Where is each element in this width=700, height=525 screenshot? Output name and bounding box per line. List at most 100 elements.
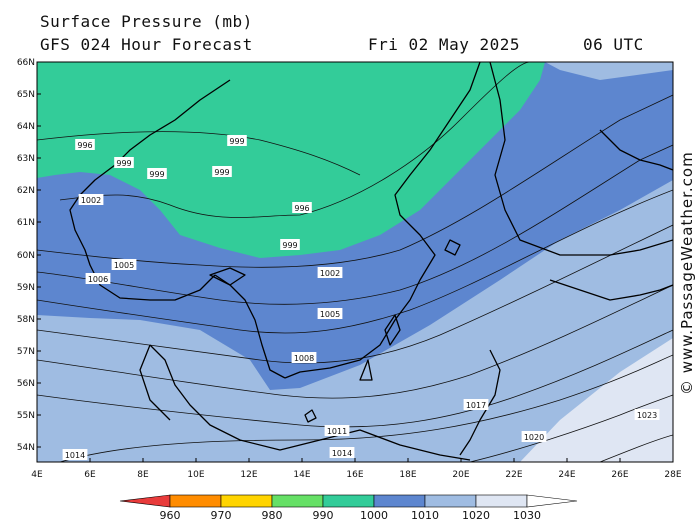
lon-label: 22E [505, 470, 522, 480]
isobar-label-text: 999 [116, 159, 131, 168]
isobar-label-text: 1011 [327, 427, 347, 436]
isobar-label: 1023 [634, 409, 660, 420]
lat-label: 58N [17, 315, 35, 325]
scale-swatch [220, 494, 273, 508]
isobar-label-text: 999 [282, 241, 297, 250]
isobar-label: 1005 [111, 259, 137, 270]
isobar-label-text: 999 [149, 170, 164, 179]
scale-right-arrow [526, 494, 578, 508]
scale-swatch [322, 494, 375, 508]
lat-label: 60N [17, 251, 35, 261]
isobar-label: 1002 [317, 267, 343, 278]
scale-swatch [271, 494, 324, 508]
isobar-label-box [212, 166, 232, 177]
pressure-scale: 960 970 980 990 1000 1010 1020 1030 [119, 494, 578, 522]
isobar-label-text: 999 [214, 168, 229, 177]
lat-label: 54N [17, 443, 35, 453]
isobar-label-box [317, 267, 343, 278]
lon-label: 14E [293, 470, 310, 480]
isobar-label-text: 1006 [88, 275, 108, 284]
scale-label: 960 [160, 509, 181, 522]
isobar-label-text: 1008 [294, 354, 314, 363]
lat-label: 59N [17, 283, 35, 293]
scale-label: 1010 [411, 509, 439, 522]
lat-label: 57N [17, 347, 35, 357]
map-field [37, 62, 673, 462]
coastlines [69, 62, 673, 461]
isobar-label: 1002 [78, 194, 104, 205]
scale-left-arrow [119, 494, 171, 508]
isobar-label-box [329, 447, 355, 458]
isobar-label: 999 [147, 168, 167, 179]
isobar-label: 996 [75, 139, 95, 150]
scale-label: 990 [313, 509, 334, 522]
lon-label: 4E [31, 470, 43, 480]
isobar-label-text: 1002 [81, 196, 101, 205]
isobar-label-text: 1005 [320, 310, 340, 319]
scale-label: 1000 [360, 509, 388, 522]
isobar-label-text: 996 [77, 141, 92, 150]
isobar-label-box [78, 194, 104, 205]
isobar-label: 1006 [85, 273, 111, 284]
isobar-label: 1008 [291, 352, 317, 363]
isobar-label-box [62, 449, 88, 460]
lat-label: 55N [17, 411, 35, 421]
lon-label: 6E [84, 470, 96, 480]
isobar-label-text: 996 [294, 204, 309, 213]
isobar-label: 996 [292, 202, 312, 213]
credit-text: © www.PassageWeather.com [678, 151, 696, 395]
map-title: Surface Pressure (mb) [40, 12, 253, 31]
lon-label: 26E [611, 470, 628, 480]
scale-swatch [475, 494, 528, 508]
longitude-axis: 4E 6E 8E 10E 12E 14E 16E 18E 20E 22E 24E 26E 28E [31, 458, 682, 480]
scale-swatch [373, 494, 426, 508]
isobar-label-box [521, 431, 547, 442]
isobar-label-text: 1014 [332, 449, 352, 458]
lat-label: 63N [17, 154, 35, 164]
lon-label: 28E [664, 470, 681, 480]
isobar-label-box [324, 425, 350, 436]
isobar-label-box [75, 139, 95, 150]
lon-label: 12E [240, 470, 257, 480]
lat-label: 66N [17, 58, 35, 68]
isobar-label: 1011 [324, 425, 350, 436]
isobar-label-text: 1014 [65, 451, 85, 460]
isobar-label-text: 1017 [466, 401, 486, 410]
isobar-label: 999 [212, 166, 232, 177]
lat-label: 56N [17, 379, 35, 389]
isobar-label: 1017 [463, 399, 489, 410]
isobar-label-text: 1005 [114, 261, 134, 270]
lon-label: 18E [399, 470, 416, 480]
lon-label: 20E [452, 470, 469, 480]
isobar-label-box [227, 135, 247, 146]
isobar-label-text: 1020 [524, 433, 544, 442]
scale-label: 970 [211, 509, 232, 522]
isobar-label-box [280, 239, 300, 250]
lon-label: 24E [558, 470, 575, 480]
forecast-label: GFS 024 Hour Forecast [40, 35, 253, 54]
isobar-label-box [292, 202, 312, 213]
isobar-label-box [111, 259, 137, 270]
forecast-time: 06 UTC [583, 35, 644, 54]
lon-label: 8E [137, 470, 149, 480]
isobars [37, 62, 673, 462]
latitude-axis: 66N 65N 64N 63N 62N 61N 60N 59N 58N 57N 56N 55N 54N [17, 58, 41, 453]
isobar-label-box [634, 409, 660, 420]
isobar-label-box [317, 308, 343, 319]
band-1020-1030 [520, 338, 673, 462]
lon-label: 10E [187, 470, 204, 480]
isobar-label: 999 [114, 157, 134, 168]
scale-swatch [169, 494, 222, 508]
scale-label: 1030 [513, 509, 541, 522]
isobar-label-box [85, 273, 111, 284]
isobar-label-text: 1002 [320, 269, 340, 278]
isobar-label: 999 [227, 135, 247, 146]
lon-label: 16E [346, 470, 363, 480]
isobar-label-text: 999 [229, 137, 244, 146]
lat-label: 65N [17, 90, 35, 100]
isobar-label-text: 1023 [637, 411, 657, 420]
scale-label: 980 [262, 509, 283, 522]
scale-swatch [424, 494, 477, 508]
isobar-labels: 996 999 999 999 999 1002 996 999 1005 1006 1002 100… [62, 135, 660, 460]
